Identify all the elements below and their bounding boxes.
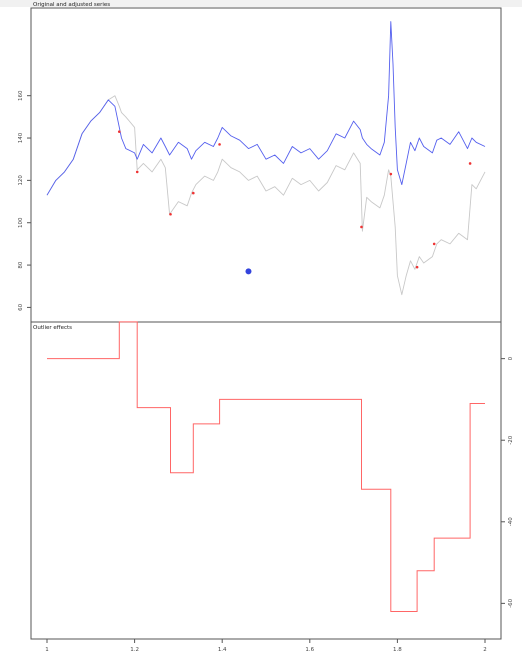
top-y-tick-label: 120 <box>18 175 24 186</box>
top-panel: Original and adjusted series 60 80 100 120 1… <box>18 2 502 323</box>
bottom-y-tick-label: -20 <box>508 435 514 444</box>
outlier-point <box>432 242 436 246</box>
bottom-x-tick-label: 1 <box>45 647 49 653</box>
outlier-point <box>191 191 195 195</box>
bottom-x-tick-label: 1.2 <box>130 647 139 653</box>
bottom-y-tick-label: 0 <box>508 356 514 360</box>
bottom-y-tick-label: -40 <box>508 517 514 526</box>
blue-marker-point <box>245 268 252 275</box>
bottom-panel-frame <box>30 321 502 640</box>
top-y-tick-label: 160 <box>18 90 24 101</box>
top-y-tick-label: 80 <box>18 261 24 268</box>
bottom-x-tick-label: 1.8 <box>393 647 402 653</box>
top-outlier-points <box>117 130 472 275</box>
top-y-tick-label: 100 <box>18 217 24 228</box>
outlier-point <box>415 265 419 269</box>
bottom-x-tick-label: 1.4 <box>218 647 227 653</box>
top-bar <box>0 0 522 7</box>
top-y-tick-label: 60 <box>18 303 24 310</box>
bottom-panel: Outlier effects 0 -20 -40 -60 1 1.2 1.4 1.6 1.8… <box>30 321 514 653</box>
bottom-series-group <box>47 321 485 612</box>
adjusted-series-line <box>46 95 486 296</box>
outlier-point <box>218 143 221 146</box>
original-series-line <box>46 21 486 196</box>
outlier-point <box>468 162 472 165</box>
bottom-x-axis: 1 1.2 1.4 1.6 1.8 2 <box>45 639 487 653</box>
top-series-group <box>46 21 486 296</box>
top-y-tick-label: 140 <box>18 132 24 143</box>
top-panel-frame <box>30 7 502 323</box>
bottom-y-axis: 0 -20 -40 -60 <box>501 356 514 608</box>
outlier-effect-step-line <box>47 321 485 612</box>
top-y-axis: 60 80 100 120 140 160 <box>18 90 31 311</box>
bottom-x-tick-label: 2 <box>483 647 487 653</box>
outlier-point <box>389 172 393 176</box>
bottom-x-tick-label: 1.6 <box>305 647 314 653</box>
outlier-point <box>169 212 172 216</box>
bottom-y-tick-label: -60 <box>508 598 514 607</box>
bottom-panel-title: Outlier effects <box>33 325 72 331</box>
outlier-point <box>360 225 363 229</box>
outlier-point <box>117 130 121 133</box>
top-panel-title: Original and adjusted series <box>33 2 110 8</box>
outlier-point <box>135 170 139 174</box>
